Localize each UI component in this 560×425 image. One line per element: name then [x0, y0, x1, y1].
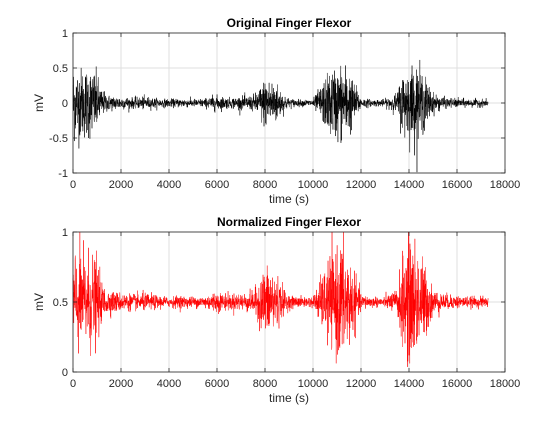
- y-axis-label: mV: [32, 94, 46, 112]
- x-tick-label: 0: [70, 179, 76, 191]
- x-tick-label: 14000: [394, 179, 425, 191]
- x-tick-label: 2000: [109, 179, 133, 191]
- subplot-1: 0 2000 4000 6000 8000 10000 12000 14000 16000 180…: [32, 16, 520, 206]
- x-tick-label: 10000: [298, 378, 329, 390]
- x-axis-label: time (s): [269, 391, 309, 405]
- series-line: [72, 59, 489, 173]
- x-tick-label: 10000: [298, 179, 329, 191]
- x-tick-label: 18000: [490, 179, 521, 191]
- x-tick-label: 4000: [157, 378, 181, 390]
- x-tick-label: 8000: [253, 378, 277, 390]
- subplot-2: 0 2000 4000 6000 8000 10000 12000 14000 16000 180…: [32, 215, 520, 405]
- x-tick-label: 16000: [442, 179, 473, 191]
- chart-title: Original Finger Flexor: [227, 16, 352, 30]
- y-tick-label: -0.5: [49, 133, 68, 145]
- x-tick-label: 0: [70, 378, 76, 390]
- x-tick-label: 16000: [442, 378, 473, 390]
- chart-title: Normalized Finger Flexor: [217, 215, 361, 229]
- series-line: [72, 231, 489, 367]
- x-tick-label: 12000: [346, 179, 377, 191]
- y-tick-label: 0: [62, 98, 68, 110]
- x-tick-label: 4000: [157, 179, 181, 191]
- x-tick-label: 12000: [346, 378, 377, 390]
- x-tick-label: 18000: [490, 378, 521, 390]
- y-tick-label: 0.5: [53, 297, 68, 309]
- y-tick-label: 1: [62, 227, 68, 239]
- y-tick-label: 1: [62, 28, 68, 40]
- x-tick-label: 6000: [205, 378, 229, 390]
- x-tick-label: 6000: [205, 179, 229, 191]
- x-tick-label: 2000: [109, 378, 133, 390]
- x-tick-label: 8000: [253, 179, 277, 191]
- x-axis-label: time (s): [269, 192, 309, 206]
- y-tick-label: -1: [58, 168, 68, 180]
- x-tick-label: 14000: [394, 378, 425, 390]
- y-tick-label: 0: [62, 367, 68, 379]
- y-axis-label: mV: [32, 293, 46, 311]
- y-tick-label: 0.5: [53, 63, 68, 75]
